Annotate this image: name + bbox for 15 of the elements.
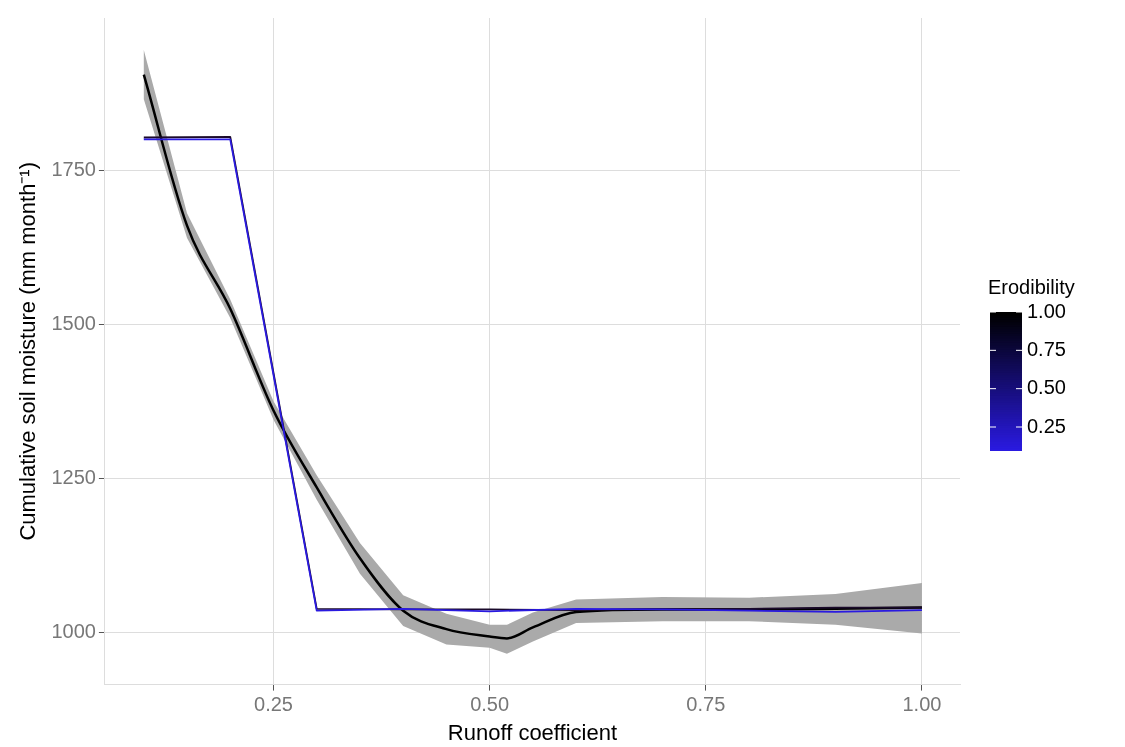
y-tick-label: 1000 bbox=[51, 619, 96, 642]
color-bar-label: 0.50 bbox=[1027, 376, 1066, 399]
color-bar-title: Erodibility bbox=[988, 275, 1075, 298]
x-axis-title: Runoff coefficient bbox=[447, 719, 618, 745]
y-tick-label: 1750 bbox=[51, 157, 96, 180]
y-tick-label: 1500 bbox=[51, 311, 96, 334]
x-tick-label: 0.75 bbox=[686, 693, 726, 716]
y-tick-label: 1250 bbox=[51, 465, 96, 488]
color-bar-label: 0.25 bbox=[1027, 414, 1066, 437]
color-bar-label: 1.00 bbox=[1027, 299, 1066, 322]
y-axis-title: Cumulative soil moisture (mm month⁻¹) bbox=[15, 161, 41, 541]
x-tick-label: 1.00 bbox=[902, 693, 942, 716]
x-tick-label: 0.25 bbox=[254, 693, 293, 716]
x-tick-label: 0.50 bbox=[470, 693, 510, 716]
color-bar-label: 0.75 bbox=[1027, 337, 1066, 360]
